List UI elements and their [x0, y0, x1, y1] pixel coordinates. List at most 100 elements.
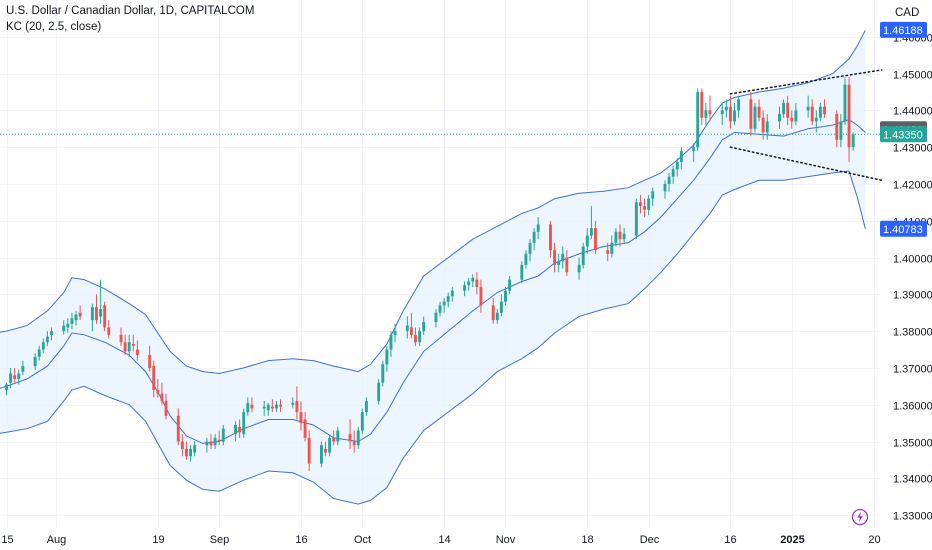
candle[interactable]	[553, 242, 557, 273]
candle[interactable]	[377, 378, 381, 405]
candle[interactable]	[17, 369, 21, 385]
candle[interactable]	[307, 430, 311, 471]
candle[interactable]	[446, 292, 450, 308]
candle[interactable]	[291, 397, 295, 409]
candle[interactable]	[733, 103, 736, 126]
candle[interactable]	[185, 441, 188, 460]
candle[interactable]	[299, 401, 303, 431]
candle[interactable]	[696, 88, 700, 151]
candle[interactable]	[790, 110, 794, 129]
candle[interactable]	[594, 220, 597, 254]
candle[interactable]	[692, 143, 696, 162]
candle[interactable]	[270, 399, 274, 413]
candle[interactable]	[520, 261, 524, 284]
candle[interactable]	[221, 424, 225, 446]
candle[interactable]	[778, 106, 781, 129]
candle[interactable]	[471, 274, 475, 287]
candle[interactable]	[336, 426, 340, 446]
candle[interactable]	[450, 286, 454, 302]
candle[interactable]	[21, 360, 25, 376]
candle[interactable]	[463, 281, 467, 297]
candle[interactable]	[9, 367, 13, 389]
candle[interactable]	[123, 334, 127, 356]
candle[interactable]	[332, 430, 336, 446]
currency-label[interactable]: CAD	[895, 7, 920, 19]
trendline[interactable]	[729, 69, 883, 95]
candle[interactable]	[62, 320, 66, 335]
candle[interactable]	[761, 110, 765, 140]
candle[interactable]	[475, 272, 479, 295]
candle[interactable]	[348, 419, 352, 449]
candle[interactable]	[356, 426, 360, 449]
candle[interactable]	[618, 224, 622, 247]
candle[interactable]	[679, 147, 683, 170]
candle[interactable]	[414, 327, 417, 346]
candle[interactable]	[41, 338, 45, 354]
candle[interactable]	[209, 434, 213, 449]
candle[interactable]	[303, 412, 307, 442]
candle[interactable]	[418, 327, 422, 346]
candle[interactable]	[585, 228, 589, 254]
candle[interactable]	[385, 345, 389, 372]
candle[interactable]	[814, 110, 818, 133]
candle[interactable]	[78, 305, 82, 321]
candle[interactable]	[491, 298, 495, 324]
candle[interactable]	[818, 103, 822, 122]
candle[interactable]	[103, 301, 107, 332]
candle[interactable]	[634, 198, 638, 240]
candle[interactable]	[434, 309, 438, 328]
candle[interactable]	[90, 303, 94, 332]
lightning-icon[interactable]	[851, 508, 869, 526]
candle[interactable]	[33, 353, 37, 370]
candle[interactable]	[528, 239, 532, 262]
candle[interactable]	[499, 294, 503, 317]
candle[interactable]	[786, 95, 790, 126]
candle[interactable]	[193, 441, 197, 457]
candle[interactable]	[238, 419, 242, 438]
candle[interactable]	[823, 99, 826, 118]
candle[interactable]	[835, 110, 839, 148]
candle[interactable]	[328, 434, 332, 457]
candle[interactable]	[234, 421, 237, 442]
candle[interactable]	[700, 88, 704, 126]
candle[interactable]	[606, 242, 610, 262]
candle[interactable]	[295, 386, 299, 420]
candle[interactable]	[524, 250, 528, 269]
candle[interactable]	[581, 242, 585, 269]
candle[interactable]	[66, 318, 70, 333]
trendline[interactable]	[729, 146, 883, 182]
candle[interactable]	[438, 301, 442, 317]
indicator-label[interactable]: KC (20, 2.5, close)	[6, 21, 102, 33]
candle[interactable]	[242, 408, 246, 438]
candle[interactable]	[324, 441, 327, 457]
candle[interactable]	[164, 393, 168, 420]
candle[interactable]	[495, 309, 499, 324]
candle[interactable]	[565, 250, 569, 276]
candle[interactable]	[675, 158, 679, 177]
candle[interactable]	[753, 103, 757, 133]
candle[interactable]	[614, 228, 618, 247]
candle[interactable]	[647, 195, 651, 216]
candle[interactable]	[274, 401, 278, 413]
candle[interactable]	[135, 340, 139, 361]
candle[interactable]	[504, 286, 507, 306]
candle[interactable]	[765, 114, 769, 140]
symbol-title[interactable]: U.S. Dollar / Canadian Dollar, 1D, CAPIT…	[6, 5, 255, 17]
candle[interactable]	[442, 298, 446, 313]
candle[interactable]	[704, 103, 708, 126]
candle[interactable]	[319, 441, 323, 468]
candle[interactable]	[360, 408, 364, 435]
candle[interactable]	[217, 430, 221, 446]
candle[interactable]	[13, 367, 17, 383]
candle[interactable]	[737, 95, 741, 118]
candle[interactable]	[643, 198, 646, 218]
candle[interactable]	[389, 331, 393, 357]
candle[interactable]	[508, 275, 512, 295]
candle[interactable]	[381, 360, 385, 387]
candle[interactable]	[45, 331, 49, 346]
candle[interactable]	[95, 294, 98, 324]
candle[interactable]	[561, 246, 565, 269]
candle[interactable]	[724, 99, 728, 118]
candle[interactable]	[847, 77, 851, 162]
candle[interactable]	[266, 402, 270, 416]
